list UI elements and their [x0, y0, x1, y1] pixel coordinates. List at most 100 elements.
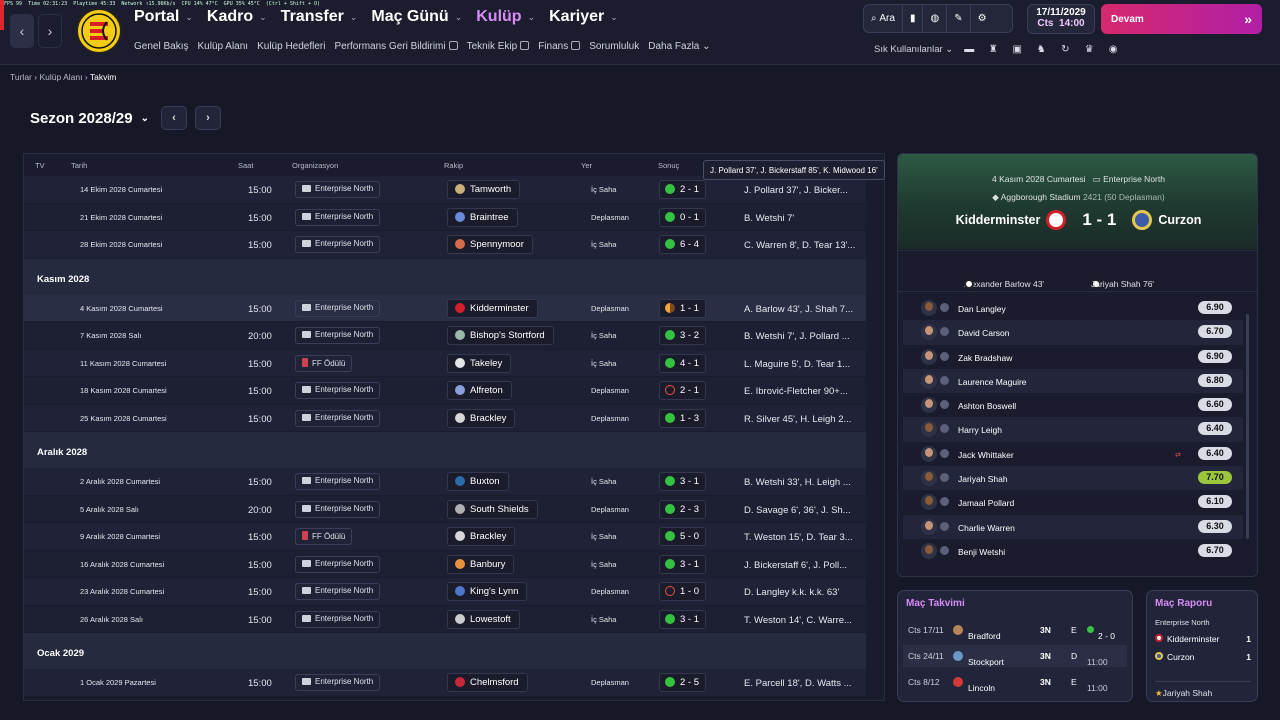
table-row[interactable]: 4 Kasım 2028 Cumartesi 15:00 Enterprise No…	[24, 294, 866, 322]
result-badge[interactable]: 1 - 1	[659, 298, 707, 318]
chevron-down-icon[interactable]: ⌄	[140, 112, 149, 124]
opponent-badge[interactable]: King's Lynn	[447, 582, 528, 601]
subnav-genel-bakis[interactable]: Genel Bakış	[134, 41, 189, 52]
away-team[interactable]: Curzon	[1158, 213, 1202, 227]
scout-button[interactable]: ◍	[923, 5, 948, 32]
table-row[interactable]: 14 Ekim 2028 Cumartesi 15:00 Enterprise No…	[24, 176, 866, 204]
subnav-teknik-ekip[interactable]: Teknik Ekip	[467, 41, 530, 52]
scorers[interactable]: T. Weston 14', C. Warre...	[744, 614, 852, 626]
favorites-dropdown[interactable]: Sık Kullanılanlar ⌄	[874, 44, 953, 55]
scorers[interactable]: B. Wetshi 7', J. Pollard ...	[744, 331, 850, 342]
competition-badge[interactable]: Enterprise North	[295, 610, 381, 628]
result-badge[interactable]: 4 - 1	[659, 353, 707, 373]
competition-badge[interactable]: Enterprise North	[295, 236, 381, 253]
competition-badge[interactable]: Enterprise North	[295, 208, 381, 226]
scorers[interactable]: T. Weston 15', D. Tear 3...	[744, 532, 853, 543]
result-badge[interactable]: 3 - 2	[659, 326, 707, 345]
col-venue[interactable]: Yer	[581, 161, 592, 170]
chat-icon[interactable]: ▬	[964, 43, 975, 55]
subnav-performans[interactable]: Performans Geri Bildirimi	[334, 41, 458, 52]
next-season-button[interactable]: ›	[194, 106, 221, 130]
scorers[interactable]: J. Pollard 37', J. Bicker...	[744, 185, 848, 196]
ratings-scrollbar[interactable]	[1246, 314, 1249, 539]
subnav-sorumluluk[interactable]: Sorumluluk	[589, 41, 640, 52]
table-row[interactable]: 23 Aralık 2028 Cumartesi 15:00 Enterprise …	[24, 578, 866, 606]
fixture-row[interactable]: Cts 17/11 Bradford 3N E 2 - 0	[903, 619, 1127, 641]
result-badge[interactable]: 6 - 4	[659, 235, 707, 254]
fixtures-title[interactable]: Maç Takvimi	[906, 598, 965, 609]
table-row[interactable]: 16 Aralık 2028 Cumartesi 15:00 Enterprise …	[24, 550, 866, 578]
col-tv[interactable]: TV	[35, 161, 45, 170]
col-result[interactable]: Sonuç	[658, 161, 680, 170]
scorers[interactable]: B. Wetshi 7'	[744, 212, 795, 224]
fixture-row[interactable]: Cts 8/12 Lincoln 3N E 11:00	[903, 671, 1127, 693]
col-competition[interactable]: Organizasyon	[292, 161, 339, 170]
scorers[interactable]: A. Barlow 43', J. Shah 7...	[744, 303, 854, 315]
nav-transfer[interactable]: Transfer ⌄	[281, 8, 358, 26]
trophy-icon[interactable]: ♛	[1084, 43, 1094, 55]
competition-badge[interactable]: Enterprise North	[295, 674, 381, 691]
opponent-badge[interactable]: Bishop's Stortford	[447, 326, 554, 345]
scorers[interactable]: D. Langley k.k. k.k. 63'	[744, 587, 840, 598]
scorers[interactable]: B. Wetshi 33', H. Leigh ...	[744, 477, 851, 488]
competition-badge[interactable]: Enterprise North	[295, 473, 381, 490]
result-badge[interactable]: 2 - 5	[659, 673, 707, 692]
player-row[interactable]: Benji Wetshi 6.70	[903, 539, 1243, 563]
col-date[interactable]: Tarih	[71, 161, 88, 170]
table-row[interactable]: 5 Aralık 2028 Salı 20:00 Enterprise North S…	[24, 495, 866, 523]
scorers[interactable]: E. Parcell 18', D. Watts ...	[744, 678, 852, 689]
opponent-badge[interactable]: Brackley	[447, 408, 516, 428]
player-row[interactable]: Jack Whittaker ⇄ 6.40	[903, 442, 1243, 466]
scorers[interactable]: C. Warren 8', D. Tear 13'...	[744, 240, 856, 251]
competition-badge[interactable]: FF Ödülü	[295, 528, 353, 545]
result-badge[interactable]: 5 - 0	[659, 527, 707, 546]
scorers[interactable]: R. Silver 45', H. Leigh 2...	[744, 413, 852, 425]
nav-mac-gunu[interactable]: Maç Günü ⌄	[371, 8, 462, 26]
forward-button[interactable]: ›	[38, 14, 62, 48]
scorers[interactable]: E. Ibrović-Fletcher 90+...	[744, 386, 848, 397]
crumb-turlar[interactable]: Turlar	[10, 72, 32, 82]
player-row[interactable]: Charlie Warren 6.30	[903, 514, 1243, 539]
competition-badge[interactable]: Enterprise North	[295, 409, 381, 427]
result-badge[interactable]: 2 - 1	[659, 381, 707, 400]
training-icon[interactable]: ♞	[1036, 43, 1046, 55]
table-row[interactable]: 21 Ekim 2028 Cumartesi 15:00 Enterprise No…	[24, 203, 866, 231]
game-date[interactable]: 17/11/2029 Cts 14:00	[1027, 4, 1095, 34]
search-button[interactable]: ⌕ Ara	[864, 5, 903, 32]
competition-badge[interactable]: Enterprise North	[295, 583, 381, 600]
scorers[interactable]: J. Bickerstaff 6', J. Poll...	[744, 559, 848, 571]
player-row[interactable]: David Carson 6.70	[903, 320, 1243, 345]
result-badge[interactable]: 3 - 1	[659, 472, 707, 491]
settings-button[interactable]: ⚙	[971, 5, 994, 32]
opponent-badge[interactable]: South Shields	[447, 499, 538, 519]
refresh-icon[interactable]: ↻	[1061, 43, 1070, 55]
opponent-badge[interactable]: Kidderminster	[447, 298, 538, 318]
club-icon[interactable]: ◉	[1108, 43, 1118, 55]
subnav-finans[interactable]: Finans	[538, 41, 581, 52]
player-row[interactable]: Jariyah Shah 7.70	[903, 466, 1243, 491]
opponent-badge[interactable]: Brackley	[447, 527, 516, 546]
club-logo[interactable]	[76, 8, 122, 54]
opponent-badge[interactable]: Spennymoor	[447, 235, 533, 254]
fixture-row[interactable]: Cts 24/11 Stockport 3N D 11:00	[903, 645, 1127, 667]
result-badge[interactable]: 2 - 3	[659, 499, 707, 519]
nav-kadro[interactable]: Kadro ⌄	[207, 8, 267, 26]
crumb-kulup-alani[interactable]: Kulüp Alanı	[39, 72, 83, 82]
continue-button[interactable]: Devam »	[1101, 4, 1262, 34]
match-competition[interactable]: Enterprise North	[1103, 174, 1165, 184]
result-badge[interactable]: 2 - 1	[659, 180, 707, 199]
player-row[interactable]: Laurence Maguire 6.80	[903, 368, 1243, 394]
table-row[interactable]: 2 Aralık 2028 Cumartesi 15:00 Enterprise N…	[24, 468, 866, 496]
table-row[interactable]: 28 Ekim 2028 Cumartesi 15:00 Enterprise No…	[24, 231, 866, 259]
nav-kariyer[interactable]: Kariyer ⌄	[549, 8, 618, 26]
competition-badge[interactable]: Enterprise North	[295, 299, 381, 317]
competition-badge[interactable]: Enterprise North	[295, 181, 381, 198]
player-row[interactable]: Ashton Boswell 6.60	[903, 393, 1243, 417]
table-row[interactable]: 25 Kasım 2028 Cumartesi 15:00 Enterprise N…	[24, 404, 866, 432]
table-row[interactable]: 7 Kasım 2028 Salı 20:00 Enterprise North Bi…	[24, 322, 866, 350]
nav-portal[interactable]: Portal ⌄	[134, 8, 193, 26]
report-title[interactable]: Maç Raporu	[1155, 598, 1213, 609]
competition-badge[interactable]: Enterprise North	[295, 555, 381, 573]
nav-kulup[interactable]: Kulüp ⌄	[476, 8, 535, 26]
season-title[interactable]: Sezon 2028/29	[30, 109, 133, 127]
